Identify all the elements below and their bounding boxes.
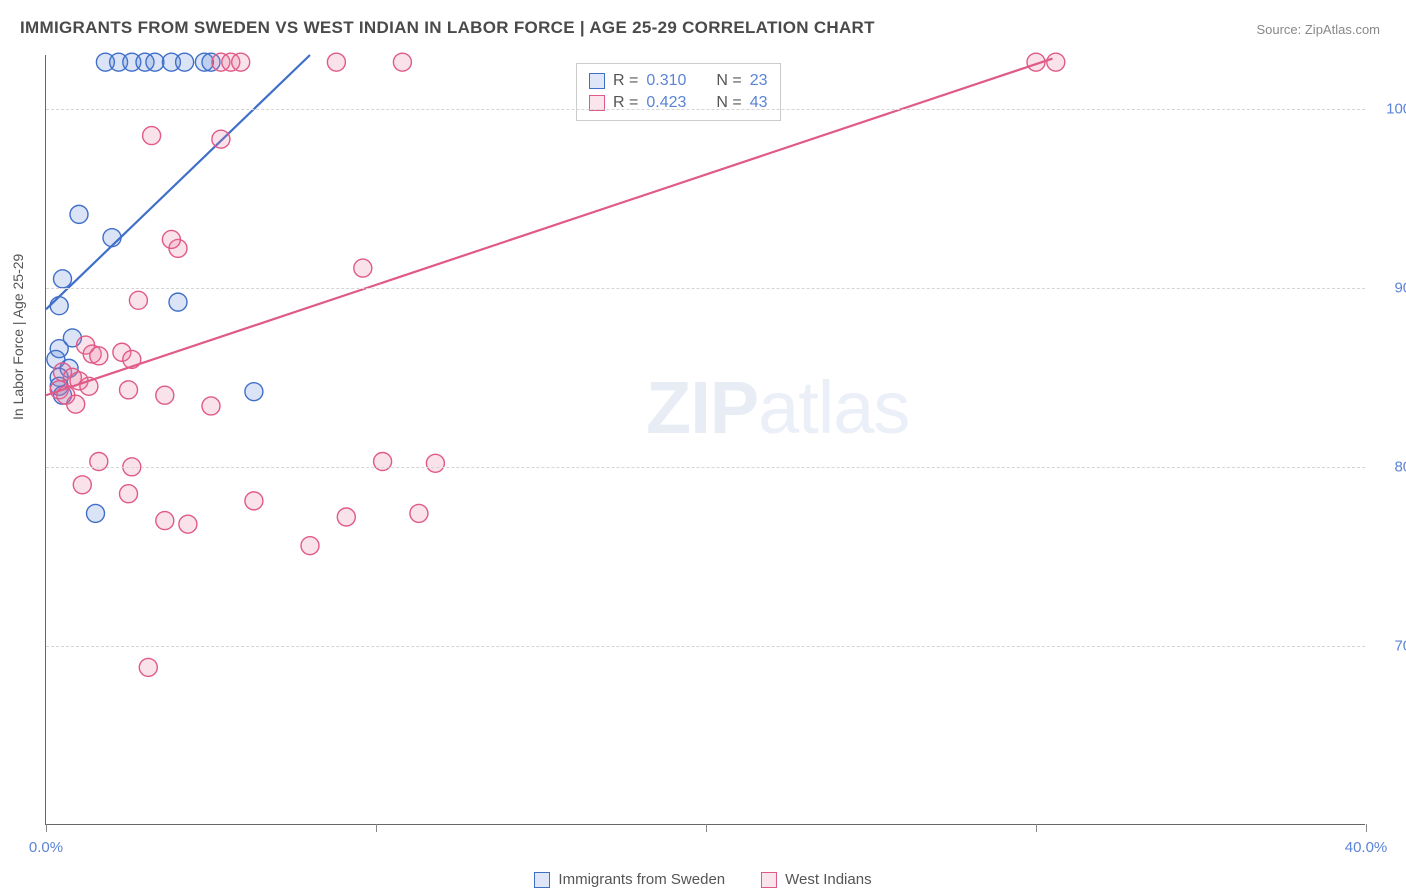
data-point: [327, 53, 345, 71]
x-tick: [46, 824, 47, 832]
data-point: [156, 512, 174, 530]
bottom-legend: Immigrants from Sweden West Indians: [0, 871, 1406, 888]
data-point: [179, 515, 197, 533]
legend-item: Immigrants from Sweden: [534, 871, 725, 888]
stats-row: R =0.423N =43: [589, 92, 768, 114]
data-point: [162, 230, 180, 248]
data-point: [337, 508, 355, 526]
data-point: [73, 476, 91, 494]
gridline-h: [46, 109, 1365, 110]
gridline-h: [46, 288, 1365, 289]
data-point: [426, 454, 444, 472]
stats-row: R = 0.310 N = 23: [589, 70, 768, 92]
data-point: [212, 130, 230, 148]
chart-svg: [46, 55, 1365, 824]
legend-label: West Indians: [785, 871, 871, 888]
data-point: [87, 504, 105, 522]
trend-line: [46, 55, 310, 309]
legend-swatch: [534, 872, 550, 888]
stat-N-value: 23: [750, 72, 768, 90]
data-point: [232, 53, 250, 71]
data-point: [393, 53, 411, 71]
data-point: [1047, 53, 1065, 71]
data-point: [120, 485, 138, 503]
gridline-h: [46, 467, 1365, 468]
data-point: [146, 53, 164, 71]
y-tick-label: 100.0%: [1386, 100, 1406, 117]
data-point: [70, 205, 88, 223]
data-point: [169, 293, 187, 311]
data-point: [50, 297, 68, 315]
y-axis-label: In Labor Force | Age 25-29: [10, 254, 26, 420]
x-tick-label: 0.0%: [29, 839, 63, 856]
legend-swatch: [761, 872, 777, 888]
x-tick: [706, 824, 707, 832]
gridline-h: [46, 646, 1365, 647]
data-point: [245, 383, 263, 401]
data-point: [90, 347, 108, 365]
legend-label: Immigrants from Sweden: [558, 871, 725, 888]
data-point: [410, 504, 428, 522]
stat-N-label: N =: [716, 72, 741, 90]
data-point: [176, 53, 194, 71]
data-point: [202, 397, 220, 415]
data-point: [67, 395, 85, 413]
data-point: [301, 537, 319, 555]
data-point: [129, 291, 147, 309]
y-tick-label: 70.0%: [1394, 637, 1406, 654]
y-tick-label: 80.0%: [1394, 458, 1406, 475]
stats-legend-box: R = 0.310 N = 23 R =0.423N =43: [576, 63, 781, 121]
plot-area: ZIPatlas R =0.310N =23R =0.423N =43 70.0…: [45, 55, 1365, 825]
legend-item: West Indians: [761, 871, 871, 888]
stat-R-label: R =: [613, 72, 638, 90]
data-point: [354, 259, 372, 277]
x-tick-label: 40.0%: [1345, 839, 1388, 856]
data-point: [120, 381, 138, 399]
data-point: [156, 386, 174, 404]
x-tick: [1366, 824, 1367, 832]
y-tick-label: 90.0%: [1394, 279, 1406, 296]
chart-title: IMMIGRANTS FROM SWEDEN VS WEST INDIAN IN…: [20, 18, 875, 38]
data-point: [54, 270, 72, 288]
data-point: [103, 229, 121, 247]
x-tick: [1036, 824, 1037, 832]
source-label: Source: ZipAtlas.com: [1256, 22, 1380, 37]
data-point: [139, 658, 157, 676]
data-point: [143, 127, 161, 145]
series-swatch: [589, 73, 605, 89]
x-tick: [376, 824, 377, 832]
stat-R-value: 0.310: [646, 72, 686, 90]
data-point: [245, 492, 263, 510]
